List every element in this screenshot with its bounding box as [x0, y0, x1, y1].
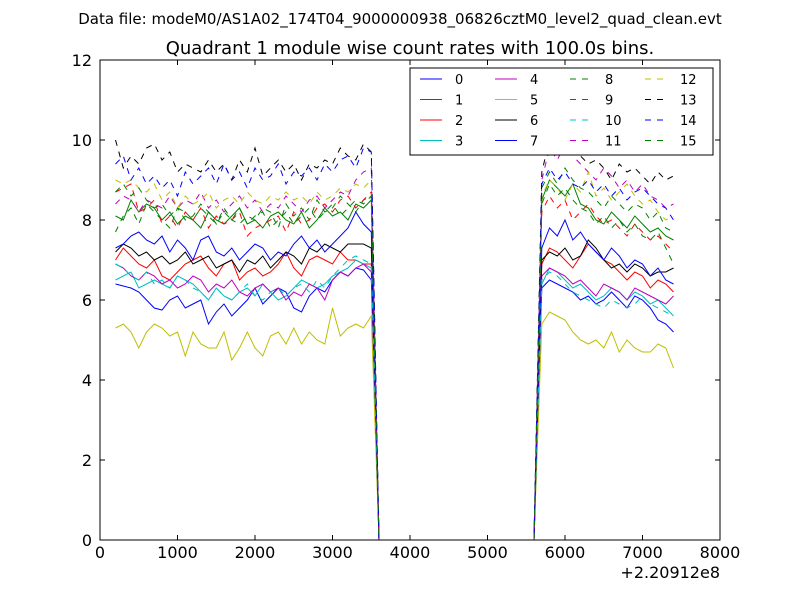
y-tick-label: 0 [82, 531, 92, 550]
axis-ticks: 0 1000 2000 3000 4000 5000 6000 7000 80000246810… [72, 51, 741, 562]
legend-label-6: 6 [530, 114, 538, 129]
legend-label-13: 13 [680, 94, 697, 109]
x-offset-label: +2.20912e8 [620, 563, 720, 582]
x-tick-label: 6000 [545, 543, 586, 562]
x-tick-label: 8000 [700, 543, 741, 562]
legend-label-12: 12 [680, 73, 697, 88]
legend-label-5: 5 [530, 94, 538, 109]
y-tick-label: 6 [82, 291, 92, 310]
series-line-14 [115, 147, 674, 541]
y-tick-label: 12 [72, 51, 92, 70]
x-tick-label: 7000 [622, 543, 663, 562]
y-tick-label: 4 [82, 371, 92, 390]
legend-label-1: 1 [455, 94, 463, 109]
legend-label-15: 15 [680, 135, 697, 150]
x-tick-label: 5000 [467, 543, 508, 562]
legend-label-14: 14 [680, 114, 697, 129]
legend-label-4: 4 [530, 73, 538, 88]
chart-title: Quadrant 1 module wise count rates with … [166, 38, 655, 59]
legend-label-10: 10 [605, 114, 622, 129]
x-tick-label: 4000 [390, 543, 431, 562]
legend-label-7: 7 [530, 135, 538, 150]
x-tick-label: 2000 [235, 543, 276, 562]
legend-label-3: 3 [455, 135, 463, 150]
legend-label-11: 11 [605, 135, 622, 150]
series-line-8 [115, 166, 674, 541]
y-tick-label: 8 [82, 211, 92, 230]
figure-suptitle: Data file: modeM0/AS1A02_174T04_90000009… [78, 10, 722, 29]
legend-label-2: 2 [455, 114, 463, 129]
x-tick-label: 3000 [312, 543, 353, 562]
x-tick-label: 0 [95, 543, 105, 562]
y-tick-label: 10 [72, 131, 92, 150]
x-tick-label: 1000 [157, 543, 198, 562]
legend-label-8: 8 [605, 73, 613, 88]
y-tick-label: 2 [82, 451, 92, 470]
legend-label-0: 0 [455, 73, 463, 88]
legend-label-9: 9 [605, 94, 613, 109]
